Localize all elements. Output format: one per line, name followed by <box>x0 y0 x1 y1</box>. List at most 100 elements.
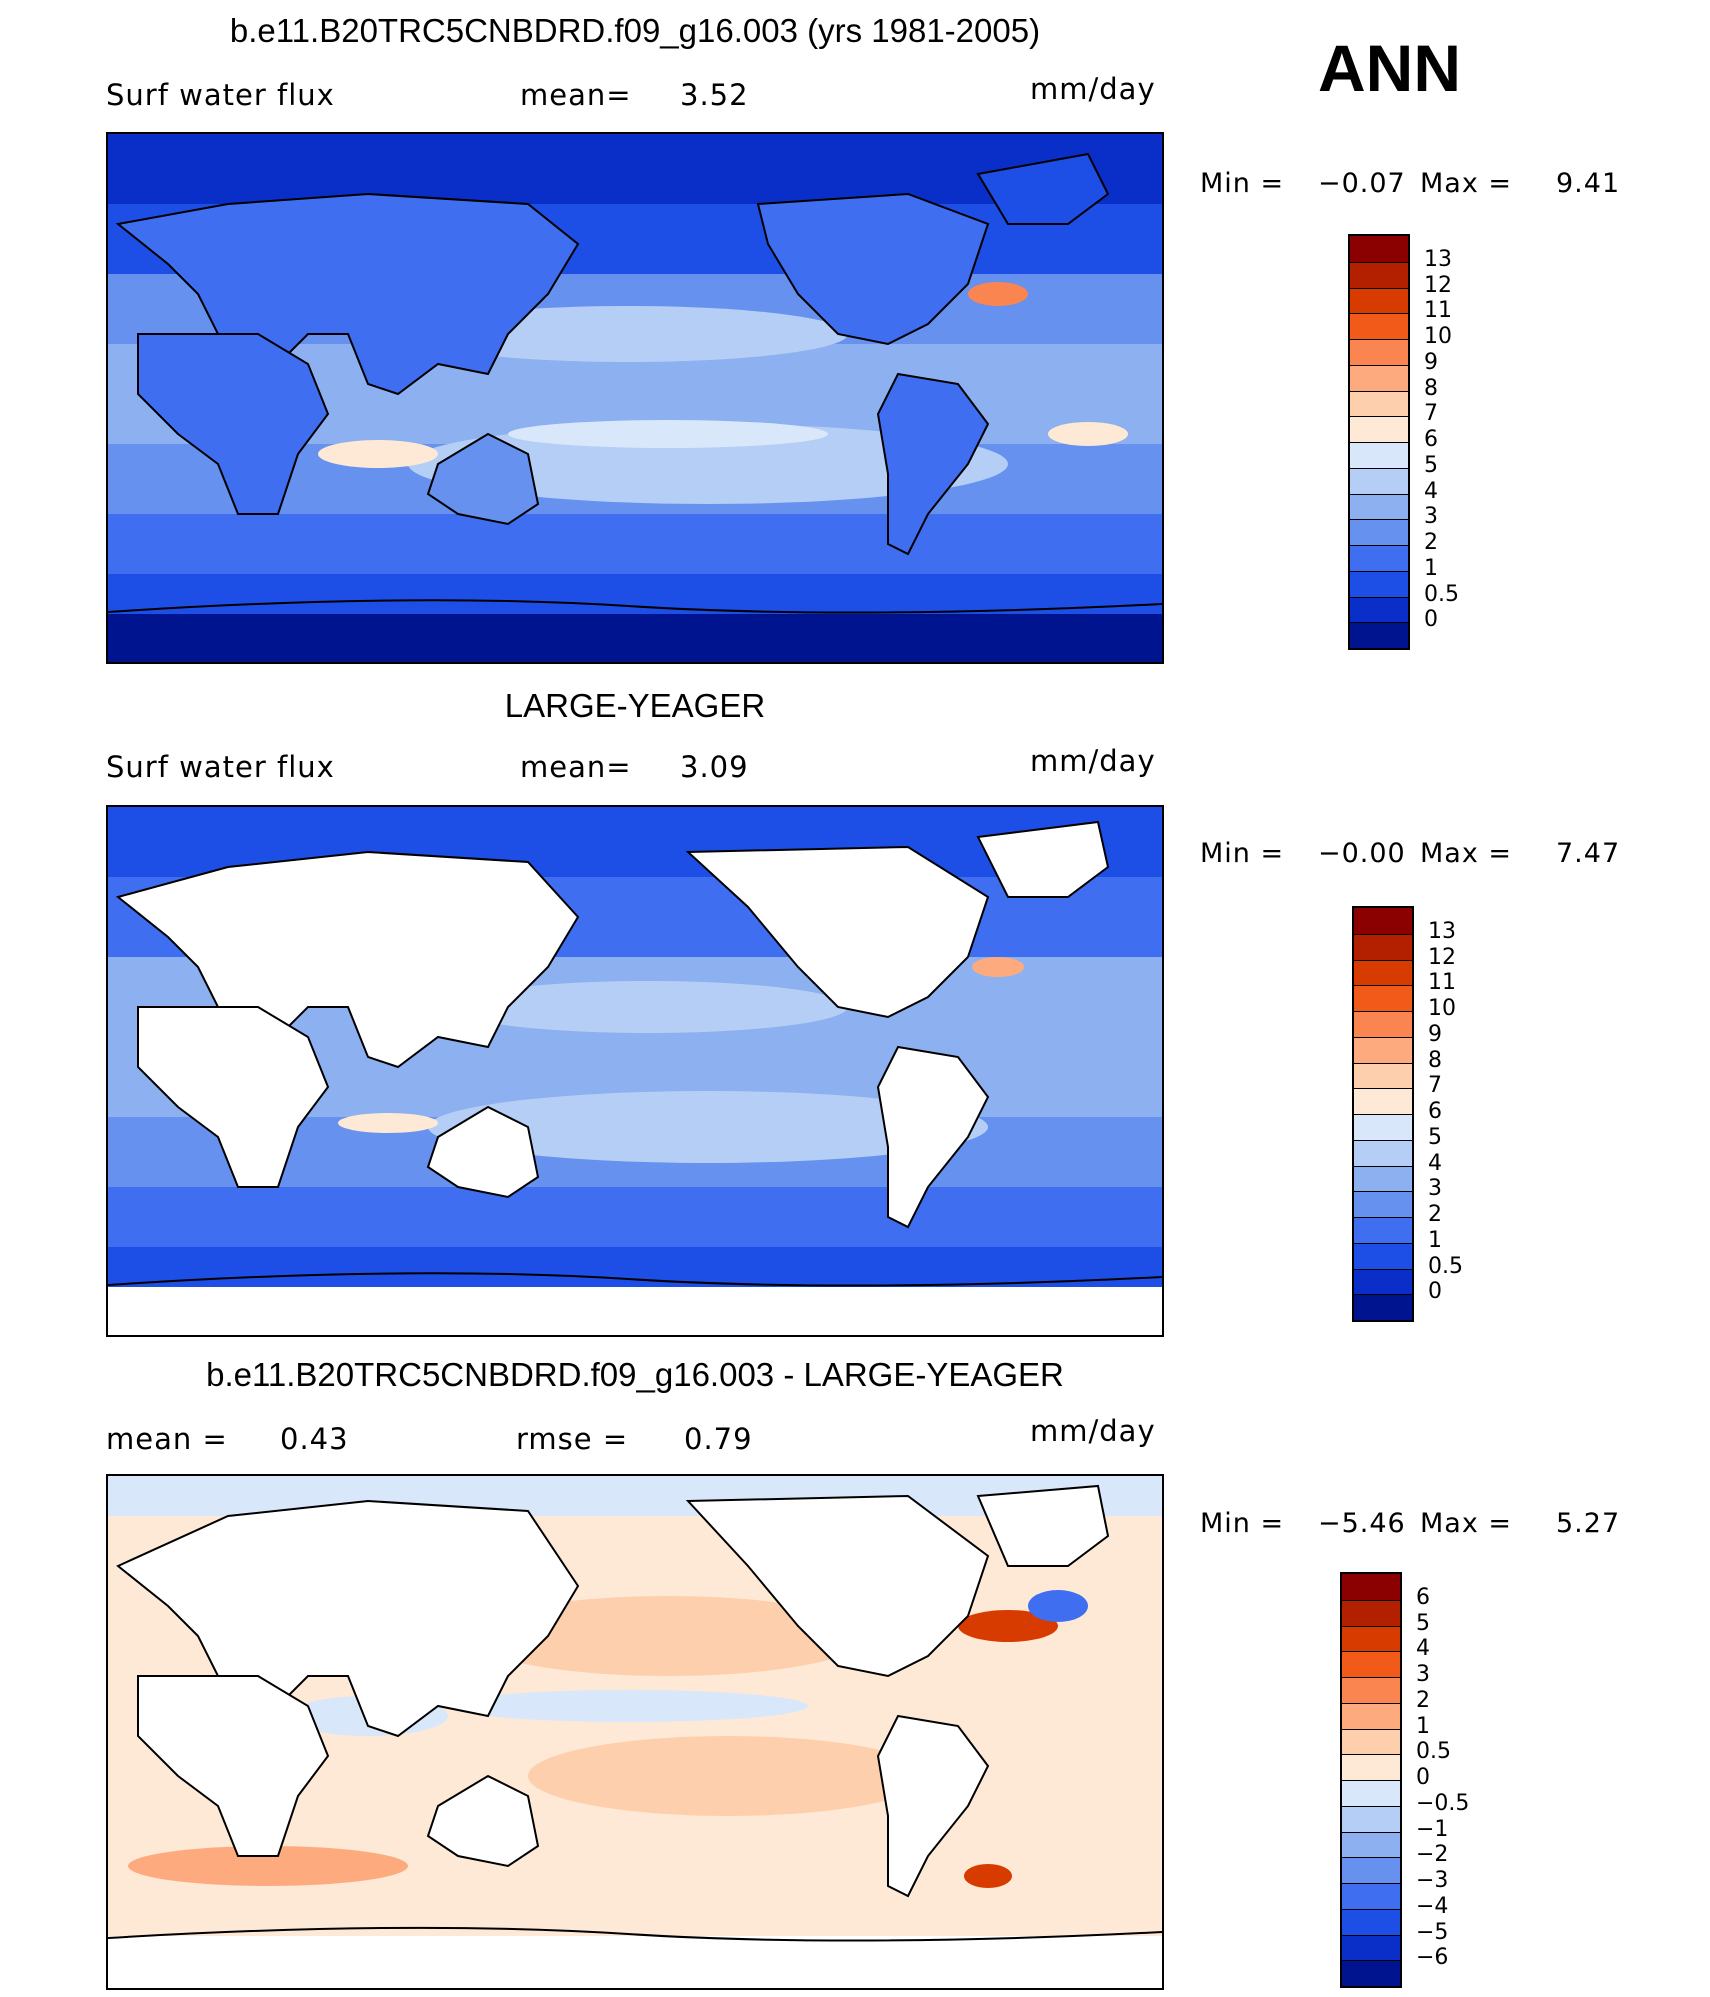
panel-3-colorbar-tick-label: 3 <box>1416 1662 1430 1687</box>
panel-2-colorbar-box <box>1354 933 1412 960</box>
panel-1-colorbar-box <box>1350 622 1408 648</box>
panel-2-colorbar-box <box>1354 1114 1412 1140</box>
south-atlantic-peak <box>1048 422 1128 446</box>
north-america-land <box>756 192 990 346</box>
panel-1-title: b.e11.B20TRC5CNBDRD.f09_g16.003 (yrs 198… <box>229 12 1041 49</box>
north-america-land <box>685 1494 990 1678</box>
panel-2-map-svg <box>108 807 1162 1335</box>
panel-2-colorbar-box <box>1354 959 1412 986</box>
panel-3-colorbar-box <box>1342 1702 1400 1729</box>
panel-2-colorbar-box <box>1354 908 1412 934</box>
panel-2-colorbar-box <box>1354 1242 1412 1269</box>
equatorial-pacific-negative <box>448 1690 808 1722</box>
band-southern-ocean <box>108 574 1162 614</box>
panel-2-colorbar-box <box>1354 985 1412 1011</box>
panel-1-colorbar-box <box>1350 261 1408 288</box>
panel-3-rmse-value: 0.79 <box>684 1422 753 1456</box>
panel-1-colorbar-box <box>1350 390 1408 417</box>
north-pacific-subtropical-high <box>448 981 848 1033</box>
panel-3-colorbar-tick-label: 0 <box>1416 1765 1430 1790</box>
panel-3-colorbar-box <box>1342 1677 1400 1703</box>
band-south-mid <box>108 514 1162 574</box>
panel-1-colorbar-box <box>1350 519 1408 545</box>
panel-3-colorbar-box <box>1342 1625 1400 1652</box>
panel-1-colorbar-tick-label: 3 <box>1424 504 1438 530</box>
panel-3-colorbar-box <box>1342 1805 1400 1832</box>
panel-2-colorbar-tick-label: 0.5 <box>1428 1253 1463 1279</box>
gulf-stream-peak <box>968 282 1028 306</box>
panel-1-colorbar-box <box>1350 416 1408 442</box>
panel-2-mean-value: 3.09 <box>680 750 749 784</box>
panel-2-colorbar-tick-label: 2 <box>1428 1202 1442 1227</box>
southern-ocean-positive <box>128 1846 408 1886</box>
africa-land <box>137 1006 330 1188</box>
panel-3-colorbar-tick-label: 0.5 <box>1416 1739 1451 1765</box>
antarctic-coastline <box>108 599 1162 614</box>
south-america-land <box>876 372 990 556</box>
panel-3-colorbar-tick-label: −0.5 <box>1416 1790 1470 1816</box>
panel-3-colorbar-tick-label: 5 <box>1416 1610 1430 1636</box>
panel-2-colorbar <box>1352 906 1414 1322</box>
north-america-land <box>685 845 990 1019</box>
panel-3-colorbar-tick-label: −1 <box>1416 1816 1449 1842</box>
panel-2-colorbar-tick-label: 10 <box>1428 996 1456 1021</box>
panel-2-colorbar-tick-label: 13 <box>1428 918 1456 944</box>
north-pacific-positive <box>468 1596 868 1676</box>
panel-2-colorbar-box <box>1354 1217 1412 1243</box>
panel-2-colorbar-tick-label: 0 <box>1428 1279 1442 1305</box>
panel-1-colorbar-tick-label: 12 <box>1424 272 1452 298</box>
panel-2-colorbar-tick-label: 11 <box>1428 970 1456 996</box>
panel-2-colorbar-tick-label: 8 <box>1428 1047 1442 1073</box>
brazil-malvinas-positive <box>964 1864 1012 1888</box>
panel-3-mean-value: 0.43 <box>280 1422 349 1456</box>
panel-3-colorbar-tick-label: −4 <box>1416 1893 1449 1919</box>
panel-1-colorbar-tick-label: 1 <box>1424 555 1438 581</box>
panel-3-colorbar-box <box>1342 1651 1400 1677</box>
panel-1-colorbar-tick-label: 13 <box>1424 246 1452 272</box>
panel-3-map <box>106 1474 1164 1990</box>
panel-3-colorbar-box <box>1342 1728 1400 1755</box>
panel-1-max-value: 9.41 <box>1556 168 1621 199</box>
panel-3-colorbar-box <box>1342 1934 1400 1961</box>
africa-land <box>137 333 330 515</box>
panel-2-colorbar-box <box>1354 1062 1412 1089</box>
panel-3-colorbar-tick-label: −5 <box>1416 1919 1449 1945</box>
panel-3-title: b.e11.B20TRC5CNBDRD.f09_g16.003 - LARGE-… <box>206 1356 1064 1393</box>
panel-1-colorbar-box <box>1350 236 1408 262</box>
panel-1-colorbar-box <box>1350 313 1408 339</box>
season-label: ANN <box>1318 31 1461 105</box>
panel-3-min-value: −5.46 <box>1318 1508 1406 1539</box>
antarctic-coastline <box>108 1926 1162 1942</box>
australia-land <box>426 1105 540 1199</box>
panel-3-colorbar-tick-label: 1 <box>1416 1713 1430 1739</box>
panel-2-variable-label: Surf water flux <box>106 750 335 784</box>
panel-3-colorbar-tick-label: 2 <box>1416 1687 1430 1713</box>
panel-1-colorbar-box <box>1350 287 1408 314</box>
band-antarctica <box>108 1287 1162 1335</box>
panel-2-units: mm/day <box>1030 744 1156 778</box>
greenland-land <box>976 1484 1110 1567</box>
australia-land <box>426 432 540 526</box>
greenland-land <box>976 152 1110 225</box>
panel-1-colorbar-box <box>1350 596 1408 623</box>
panel-1-colorbar-box <box>1350 364 1408 391</box>
band-southern-ocean <box>108 1247 1162 1287</box>
band-antarctica <box>108 614 1162 662</box>
panel-1-min-value: −0.07 <box>1318 168 1406 199</box>
panel-1-variable-label: Surf water flux <box>106 78 335 112</box>
panel-2-max-value: 7.47 <box>1556 838 1621 869</box>
panel-3-colorbar-box <box>1342 1908 1400 1935</box>
panel-1-colorbar-tick-label: 0 <box>1424 607 1438 633</box>
antarctic-coastline <box>108 1272 1162 1287</box>
panel-2-colorbar-tick-label: 6 <box>1428 1099 1442 1124</box>
panel-2-colorbar-box <box>1354 1139 1412 1166</box>
panel-3-max-label: Max = <box>1420 1508 1513 1539</box>
indian-ocean-peak <box>338 1113 438 1133</box>
panel-2-max-label: Max = <box>1420 838 1513 869</box>
south-america-land <box>876 1045 990 1229</box>
panel-3-colorbar-box <box>1342 1883 1400 1909</box>
panel-1-colorbar <box>1348 234 1410 650</box>
north-atlantic-negative <box>1028 1590 1088 1622</box>
panel-3-map-svg <box>108 1476 1162 1988</box>
panel-1-colorbar-tick-label: 7 <box>1424 401 1438 427</box>
